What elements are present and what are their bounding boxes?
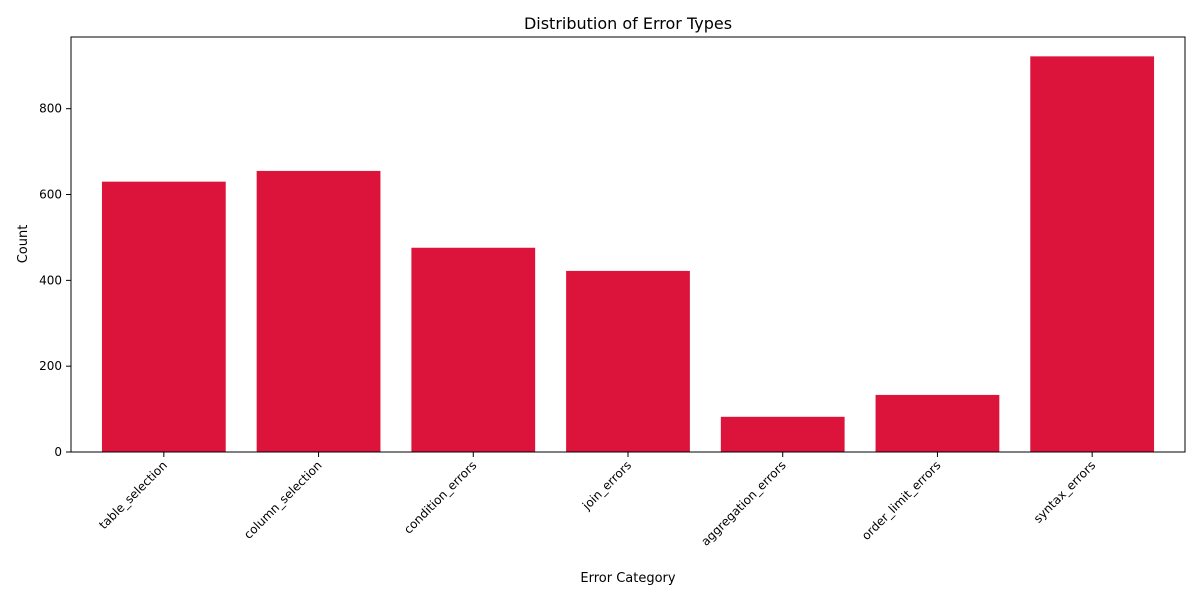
bar-table-selection: [101, 181, 226, 452]
y-tick-label: 600: [39, 188, 62, 202]
bar-syntax-errors: [1030, 56, 1155, 453]
x-tick-label: table_selection: [96, 458, 170, 532]
y-axis: 0 200 400 600 800: [39, 102, 71, 459]
bar-column-selection: [256, 170, 381, 452]
y-tick-label: 800: [39, 102, 62, 116]
bar-join-errors: [566, 270, 690, 452]
bar-aggregation-errors: [720, 416, 845, 452]
y-axis-title: Count: [16, 225, 31, 264]
x-tick-label: column_selection: [241, 458, 325, 542]
y-tick-label: 0: [54, 445, 62, 459]
x-tick-label: syntax_errors: [1031, 458, 1098, 525]
bars-group: [101, 56, 1155, 453]
bar-condition-errors: [411, 247, 536, 452]
x-tick-label: order_limit_errors: [859, 458, 944, 543]
x-tick-label: condition_errors: [401, 458, 479, 536]
x-tick-label: join_errors: [579, 458, 634, 513]
x-tick-label: aggregation_errors: [698, 458, 788, 548]
chart-title: Distribution of Error Types: [524, 14, 732, 33]
x-axis: table_selection column_selection condition…: [96, 452, 1098, 549]
y-tick-label: 400: [39, 273, 62, 287]
x-axis-title: Error Category: [580, 571, 676, 586]
bar-order-limit-errors: [875, 394, 1000, 452]
y-tick-label: 200: [39, 359, 62, 373]
